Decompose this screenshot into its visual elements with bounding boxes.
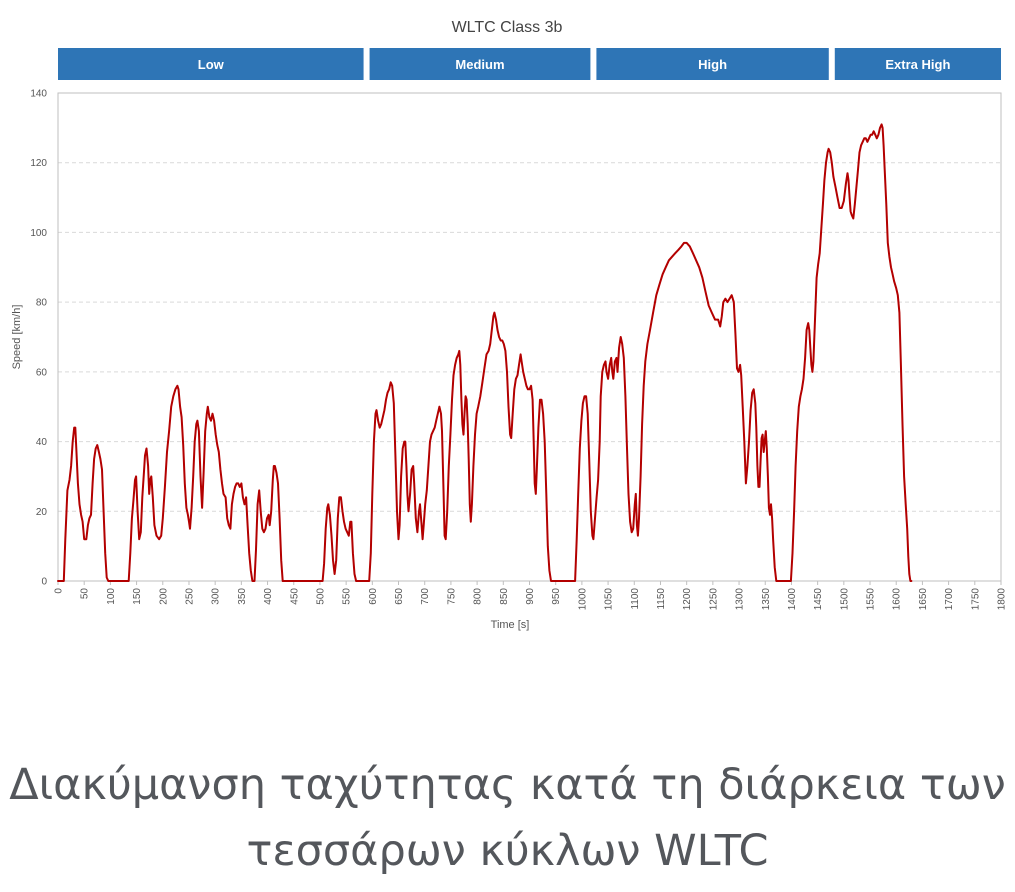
phase-label: High (698, 57, 727, 72)
x-tick-label: 1150 (656, 588, 667, 610)
x-tick-label: 700 (420, 588, 431, 605)
x-tick-label: 650 (394, 588, 405, 605)
x-tick-label: 450 (289, 588, 300, 605)
x-tick-label: 1250 (708, 588, 719, 611)
x-tick-label: 1200 (682, 588, 693, 611)
phase-label: Low (198, 57, 225, 72)
x-tick-label: 1550 (866, 588, 877, 611)
x-tick-label: 200 (158, 588, 169, 605)
x-tick-label: 1350 (761, 588, 772, 611)
phase-band-medium (369, 48, 591, 80)
plot-frame (57, 92, 1002, 582)
x-tick-label: 1650 (918, 588, 929, 611)
x-tick-label: 1300 (735, 588, 746, 611)
caption-line-1: Διακύμανση ταχύτητας κατά τη διάρκεια τω… (9, 760, 1006, 810)
x-tick-label: 400 (263, 588, 274, 605)
x-axis-ticks: 0 50 100 150 200 250 300 350 400 450 500 550 600 650 7… (54, 581, 1008, 610)
y-axis-ticks: 0 20 40 60 80 100 120 140 (30, 89, 47, 588)
x-tick-label: 1450 (813, 588, 824, 611)
x-tick-label: 50 (80, 588, 91, 600)
phase-band-high (596, 48, 829, 80)
x-axis-title: Time [s] (491, 619, 530, 631)
y-tick-label: 140 (30, 89, 47, 100)
x-tick-label: 1750 (970, 588, 981, 611)
x-tick-label: 1400 (787, 588, 798, 611)
x-tick-label: 0 (54, 588, 65, 594)
y-tick-label: 80 (36, 298, 48, 309)
phase-label: Extra High (885, 57, 950, 72)
phase-label: Medium (455, 57, 504, 72)
grid-lines (58, 162, 1001, 512)
y-tick-label: 0 (41, 577, 47, 588)
x-tick-label: 950 (551, 588, 562, 605)
x-tick-label: 550 (342, 588, 353, 605)
y-tick-label: 120 (30, 158, 47, 169)
x-tick-label: 850 (499, 588, 510, 605)
y-tick-label: 20 (36, 507, 48, 518)
x-tick-label: 750 (446, 588, 457, 605)
wltc-speed-chart: WLTC Class 3b Low Medium High Extra High 0 2… (11, 19, 1008, 631)
caption: Διακύμανση ταχύτητας κατά τη διάρκεια τω… (0, 752, 1015, 884)
chart-title: WLTC Class 3b (452, 19, 563, 36)
x-tick-label: 1050 (604, 588, 615, 611)
x-tick-label: 1500 (839, 588, 850, 611)
phase-bands: Low Medium High Extra High (58, 48, 1001, 80)
y-tick-label: 60 (36, 367, 48, 378)
x-tick-label: 1600 (892, 588, 903, 611)
x-tick-label: 350 (237, 588, 248, 605)
x-tick-label: 600 (368, 588, 379, 605)
speed-series-line (57, 123, 913, 582)
x-tick-label: 250 (184, 588, 195, 605)
phase-band-extra-high (834, 48, 1001, 80)
x-tick-label: 1100 (630, 588, 641, 610)
x-tick-label: 900 (525, 588, 536, 605)
y-axis-title: Speed [km/h] (11, 305, 23, 370)
x-tick-label: 1800 (997, 588, 1008, 611)
caption-line-2: τεσσάρων κύκλων WLTC (246, 826, 769, 876)
x-tick-label: 100 (106, 588, 117, 605)
y-tick-label: 100 (30, 228, 47, 239)
x-tick-label: 1700 (944, 588, 955, 611)
x-tick-label: 800 (473, 588, 484, 605)
x-tick-label: 500 (315, 588, 326, 605)
x-tick-label: 300 (211, 588, 222, 605)
x-tick-label: 1000 (577, 588, 588, 611)
series-group (57, 123, 913, 582)
x-tick-label: 150 (132, 588, 143, 605)
phase-band-low (58, 48, 364, 80)
y-tick-label: 40 (36, 437, 48, 448)
